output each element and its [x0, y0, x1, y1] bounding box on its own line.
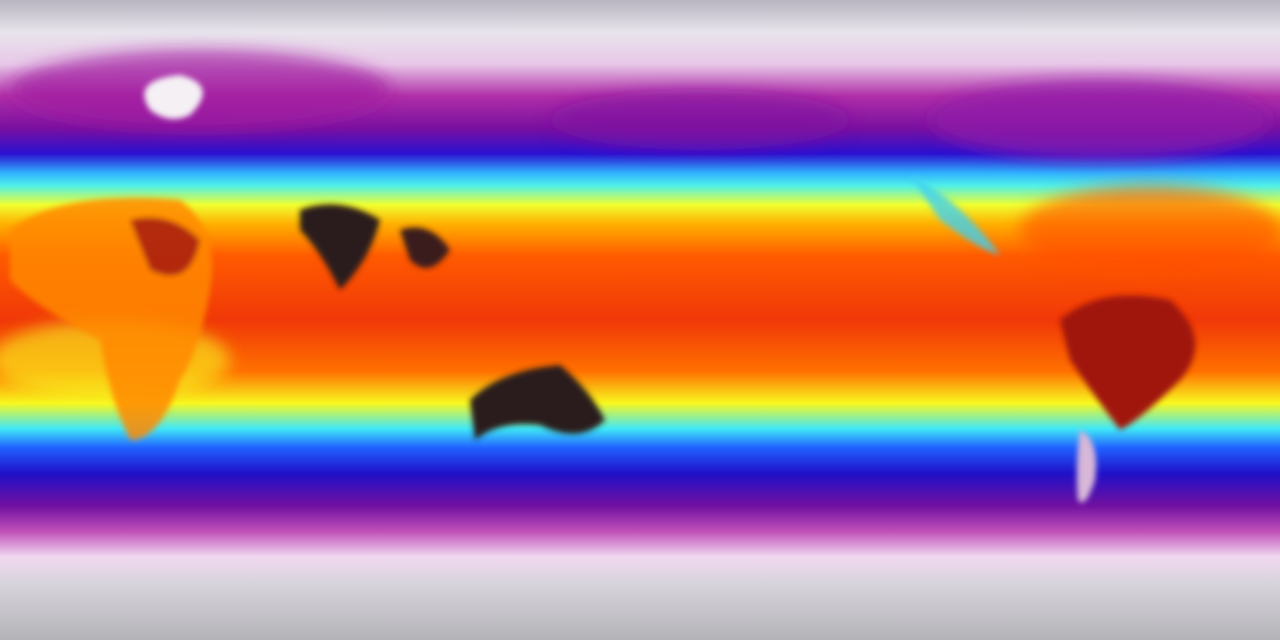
- india-hot: [300, 204, 380, 290]
- south-america-hot: [1060, 295, 1196, 430]
- atlantic-warm: [1020, 185, 1280, 275]
- mexico-region: [910, 175, 1000, 255]
- andes-cold: [1076, 430, 1096, 503]
- greenland-region: [144, 75, 203, 119]
- southeast-asia-hot: [400, 227, 450, 268]
- australia-hot: [470, 365, 605, 440]
- north-america-cold: [930, 80, 1270, 160]
- north-pacific-cold: [550, 90, 850, 150]
- sahara-hot: [130, 217, 200, 276]
